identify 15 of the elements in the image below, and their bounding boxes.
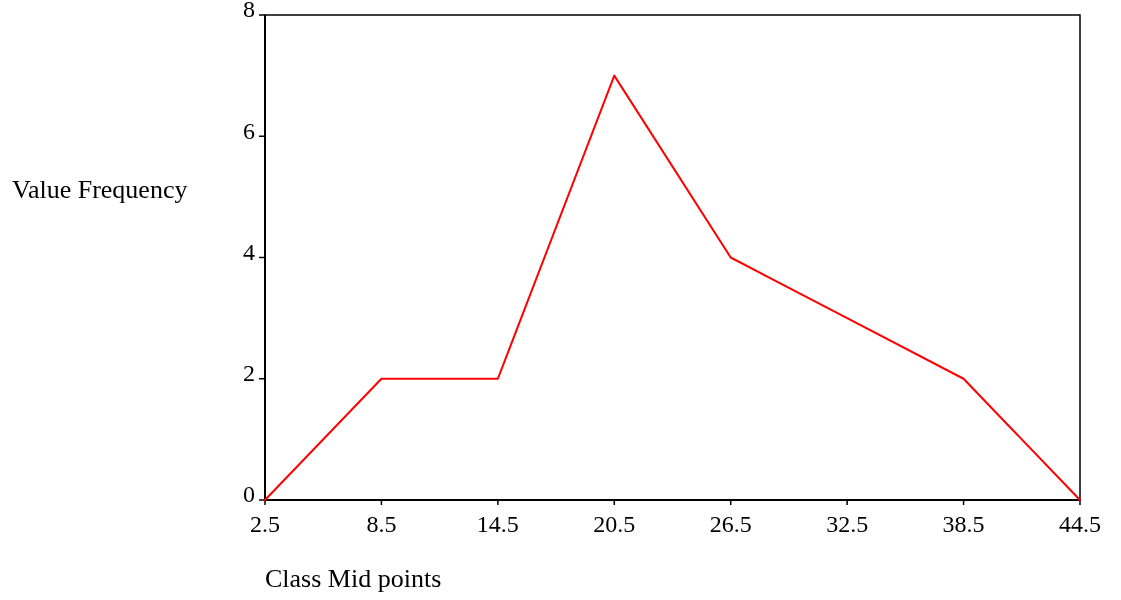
x-axis-title: Class Mid points [265, 564, 442, 593]
y-tick-label: 0 [243, 481, 255, 508]
y-tick-label: 2 [243, 360, 255, 387]
y-tick-label: 6 [243, 117, 255, 144]
x-tick-label: 26.5 [709, 511, 752, 537]
x-tick-label: 8.5 [366, 511, 397, 537]
x-tick-label: 2.5 [250, 511, 280, 537]
x-tick-label: 38.5 [942, 511, 985, 537]
y-tick-label: 8 [243, 0, 255, 23]
y-axis-title: Value Frequency [12, 175, 188, 204]
x-tick-label: 32.5 [826, 511, 869, 537]
x-tick-label: 14.5 [476, 511, 519, 537]
y-tick-label: 4 [243, 238, 255, 265]
x-tick-label: 44.5 [1059, 511, 1101, 537]
x-tick-label: 20.5 [593, 511, 636, 537]
